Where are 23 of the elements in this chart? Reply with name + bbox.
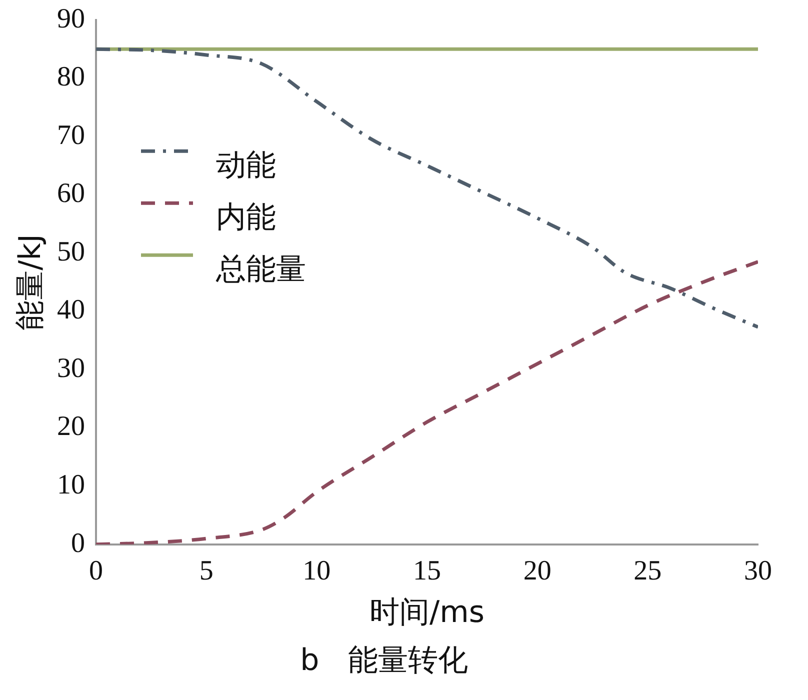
y-tick-label: 0	[71, 528, 85, 559]
x-tick-label: 15	[413, 556, 441, 587]
legend-label: 动能	[216, 148, 276, 183]
x-tick-label: 20	[523, 556, 552, 587]
y-tick-label: 20	[57, 411, 85, 442]
x-tick-label: 10	[302, 556, 331, 587]
y-axis-title: 能量/kJ	[12, 234, 48, 330]
x-tick-label: 25	[634, 556, 662, 587]
x-axis-title: 时间/ms	[370, 594, 484, 630]
y-tick-label: 70	[57, 120, 85, 151]
y-tick-label: 80	[57, 62, 85, 93]
y-tick-label: 90	[57, 3, 85, 34]
x-tick-label: 5	[199, 556, 214, 587]
line-series	[96, 47, 758, 329]
x-tick-label: 30	[744, 556, 772, 587]
y-tick-label: 50	[57, 236, 85, 268]
y-tick-label: 10	[57, 469, 85, 500]
legend-label: 总能量	[215, 252, 306, 287]
text: b 能量转化	[300, 642, 468, 678]
y-tick-label: 30	[57, 352, 85, 384]
y-tick-label: 40	[57, 294, 85, 326]
y-tick-label: 60	[57, 178, 85, 210]
legend-label: 内能	[216, 200, 276, 235]
